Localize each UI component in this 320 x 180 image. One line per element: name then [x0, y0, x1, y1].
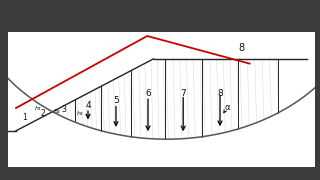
Text: 8: 8 — [238, 43, 245, 53]
Text: 2: 2 — [41, 109, 45, 118]
Text: 6: 6 — [145, 89, 151, 98]
Text: α: α — [225, 103, 230, 112]
Text: 8: 8 — [217, 89, 223, 98]
Bar — [0, 31, 8, 167]
Bar — [315, 31, 320, 167]
Text: 5: 5 — [113, 96, 119, 105]
Text: 4: 4 — [85, 102, 91, 111]
Text: h₃: h₃ — [76, 111, 83, 116]
Bar — [0, 0, 320, 31]
Text: 3: 3 — [61, 105, 67, 114]
Text: 7: 7 — [180, 89, 186, 98]
Text: h₂: h₂ — [54, 109, 60, 114]
Text: h₁: h₁ — [35, 106, 41, 111]
Bar — [0, 167, 320, 180]
Text: 1: 1 — [22, 112, 27, 122]
